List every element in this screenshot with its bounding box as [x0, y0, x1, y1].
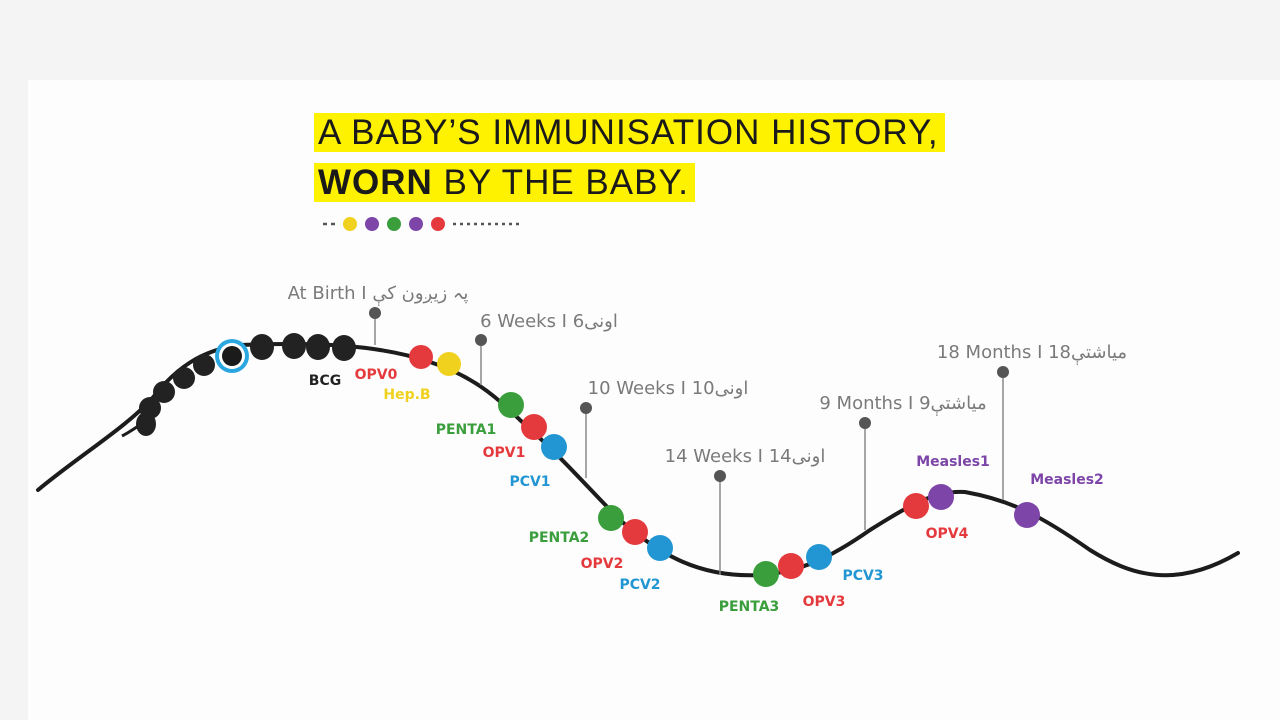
vaccine-label-opv2: OPV2 [581, 556, 624, 572]
legend-dot-yellow [343, 217, 357, 231]
bead-opv0 [409, 345, 433, 369]
black-bead [153, 381, 175, 403]
legend-dot-green [387, 217, 401, 231]
pin-head-9-months [859, 417, 871, 429]
black-bead [193, 354, 215, 376]
vaccine-label-pcv1: PCV1 [509, 474, 550, 490]
milestone-labels: At Birth I پہ زیږون کې 6 Weeks I 6اونی 1… [288, 283, 1128, 467]
vaccine-labels: BCG OPV0 Hep.B PENTA1 OPV1 PCV1 PENTA2 O… [309, 367, 1104, 615]
bead-opv4 [903, 493, 929, 519]
black-bead [250, 334, 274, 360]
headline-line-1-text: A BABY’S IMMUNISATION HISTORY, [314, 113, 945, 152]
milestone-10-weeks: 10 Weeks I 10اونی [588, 378, 749, 399]
vaccine-label-penta1: PENTA1 [436, 422, 497, 438]
bead-opv1 [521, 414, 547, 440]
legend-dot-purple [409, 217, 423, 231]
black-bead [332, 335, 356, 361]
legend-dot-purple [365, 217, 379, 231]
bead-pcv3 [806, 544, 832, 570]
vaccine-label-pcv2: PCV2 [619, 577, 660, 593]
black-bead [139, 397, 161, 419]
milestone-9-months: 9 Months I 9میاشتې [819, 393, 986, 417]
pin-head-14-weeks [714, 470, 726, 482]
headline-line-2-rest: BY THE BABY. [432, 163, 690, 202]
headline-line-2-highlight: WORN BY THE BABY. [314, 163, 696, 202]
evil-eye-pupil [222, 346, 242, 366]
vaccine-label-pcv3: PCV3 [842, 568, 883, 584]
bead-opv2 [622, 519, 648, 545]
vaccine-label-opv1: OPV1 [483, 445, 526, 461]
bead-measles2 [1014, 502, 1040, 528]
headline-line-1: A BABY’S IMMUNISATION HISTORY, [314, 113, 945, 152]
black-beads [136, 333, 356, 436]
vaccine-label-opv0: OPV0 [355, 367, 398, 383]
milestone-at-birth: At Birth I پہ زیږون کې [288, 283, 469, 307]
bead-penta2 [598, 505, 624, 531]
colored-beads [409, 345, 1040, 587]
evil-eye-bead [215, 339, 249, 373]
bead-penta1 [498, 392, 524, 418]
vaccine-label-penta2: PENTA2 [529, 530, 590, 546]
pin-head-10-weeks [580, 402, 592, 414]
pin-head-18-months [997, 366, 1009, 378]
vaccine-label-opv4: OPV4 [926, 526, 969, 542]
bead-pcv1 [541, 434, 567, 460]
bead-measles1 [928, 484, 954, 510]
bead-opv3 [778, 553, 804, 579]
legend-dot-red [431, 217, 445, 231]
vaccine-label-opv3: OPV3 [803, 594, 846, 610]
pin-head-6-weeks [475, 334, 487, 346]
milestone-18-months: 18 Months I 18میاشتې [937, 342, 1127, 366]
black-bead [282, 333, 306, 359]
headline-bold-word: WORN [318, 163, 433, 202]
vaccine-label-bcg: BCG [309, 373, 341, 389]
bead-penta3 [753, 561, 779, 587]
black-bead [173, 367, 195, 389]
milestone-6-weeks: 6 Weeks I 6اونی [480, 311, 618, 332]
bead-hepb [437, 352, 461, 376]
vaccine-label-hepb: Hep.B [383, 387, 430, 403]
vaccine-label-measles2: Measles2 [1030, 472, 1104, 488]
vaccine-label-measles1: Measles1 [916, 454, 990, 470]
bead-pcv2 [647, 535, 673, 561]
legend-strip [323, 217, 520, 231]
black-bead [306, 334, 330, 360]
milestone-pins [369, 307, 1009, 575]
pin-head-at-birth [369, 307, 381, 319]
vaccine-label-penta3: PENTA3 [719, 599, 780, 615]
headline-line-2: WORN BY THE BABY. [314, 163, 696, 202]
milestone-14-weeks: 14 Weeks I 14اونی [665, 446, 826, 467]
